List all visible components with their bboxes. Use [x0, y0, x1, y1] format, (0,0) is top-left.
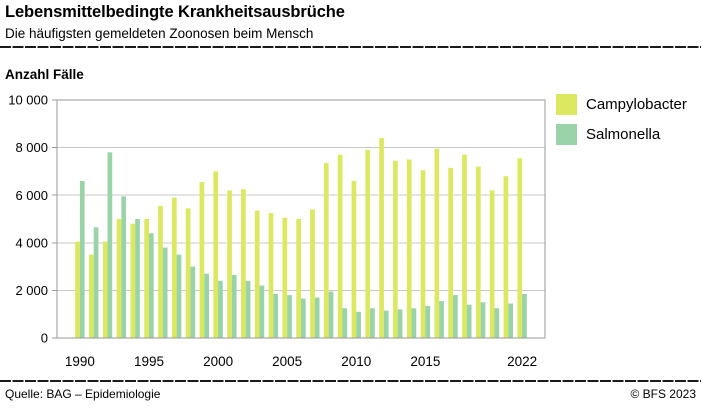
bar-salmonella-2010: [356, 311, 361, 338]
chart-footer: Quelle: BAG – Epidemiologie © BFS 2023: [5, 387, 696, 401]
bar-campylobacter-1999: [199, 182, 205, 338]
bar-campylobacter-2001: [227, 190, 232, 338]
x-axis-label-2000: 2000: [203, 354, 233, 369]
footer-divider: [0, 380, 701, 382]
bar-salmonella-1993: [121, 196, 127, 338]
x-axis-label-2010: 2010: [341, 354, 371, 369]
bar-salmonella-1994: [135, 219, 140, 338]
source-note: Quelle: BAG – Epidemiologie: [5, 387, 161, 401]
bar-campylobacter-1992: [102, 241, 108, 338]
bar-campylobacter-1995: [144, 219, 149, 338]
bar-campylobacter-2003: [254, 210, 260, 338]
bar-campylobacter-1998: [185, 208, 191, 338]
header-divider: [0, 46, 701, 48]
y-axis-label-2000: 2 000: [15, 283, 48, 298]
bar-campylobacter-2012: [379, 138, 384, 338]
salmonella-label: Salmonella: [586, 126, 661, 143]
y-axis-label-10000: 10 000: [8, 93, 48, 108]
x-axis-label-2005: 2005: [272, 354, 302, 369]
bar-salmonella-2022: [522, 293, 527, 338]
y-axis-title: Anzahl Fälle: [5, 67, 84, 82]
bar-campylobacter-2015: [420, 170, 426, 338]
bar-salmonella-2011: [370, 308, 375, 338]
bar-campylobacter-2020: [489, 190, 495, 338]
bar-salmonella-2015: [425, 305, 431, 338]
bar-salmonella-2013: [397, 309, 403, 338]
bar-campylobacter-1993: [116, 219, 122, 338]
campylobacter-swatch: [556, 94, 577, 115]
bar-salmonella-1991: [93, 227, 99, 338]
bar-salmonella-2008: [328, 291, 334, 338]
bar-salmonella-2006: [301, 298, 306, 338]
bar-salmonella-2018: [466, 304, 472, 338]
bar-salmonella-1990: [79, 180, 85, 338]
bar-campylobacter-2006: [296, 219, 301, 338]
bar-salmonella-2005: [287, 295, 292, 338]
bar-campylobacter-2007: [310, 209, 315, 338]
bar-salmonella-2003: [259, 285, 265, 338]
bar-campylobacter-2002: [241, 189, 246, 338]
bar-salmonella-1996: [162, 247, 168, 338]
bar-salmonella-2012: [383, 310, 389, 338]
bar-salmonella-2019: [480, 302, 486, 338]
bar-campylobacter-2004: [268, 213, 274, 338]
campylobacter-label: Campylobacter: [586, 96, 687, 113]
bar-salmonella-1998: [190, 266, 196, 338]
bar-campylobacter-2021: [503, 176, 509, 338]
x-axis-label-1995: 1995: [134, 354, 164, 369]
legend: Campylobacter Salmonella: [556, 94, 687, 145]
bar-salmonella-2001: [231, 274, 237, 338]
bar-campylobacter-2018: [462, 154, 467, 338]
bar-campylobacter-2016: [434, 148, 440, 338]
bar-campylobacter-1996: [158, 205, 163, 338]
bar-salmonella-2002: [245, 280, 251, 338]
bar-campylobacter-1990: [75, 241, 80, 338]
bar-salmonella-1999: [204, 273, 209, 338]
bar-salmonella-2000: [218, 280, 223, 338]
bar-campylobacter-2022: [517, 158, 523, 338]
bar-campylobacter-1997: [171, 197, 177, 338]
bar-salmonella-2016: [439, 301, 444, 338]
bar-campylobacter-2008: [323, 163, 329, 338]
bar-campylobacter-2017: [448, 167, 454, 338]
page-title: Lebensmittelbedingte Krankheitsausbrüche: [5, 3, 345, 21]
bar-salmonella-2020: [494, 308, 500, 338]
salmonella-swatch: [556, 124, 577, 145]
bar-campylobacter-2011: [365, 149, 371, 338]
page-subtitle: Die häufigsten gemeldeten Zoonosen beim …: [5, 26, 314, 42]
y-axis-label-4000: 4 000: [15, 235, 48, 250]
bar-campylobacter-2019: [475, 166, 481, 338]
plot-border: [56, 99, 546, 339]
bar-salmonella-2014: [411, 308, 417, 338]
bar-campylobacter-2000: [213, 171, 219, 338]
bar-salmonella-1995: [148, 233, 154, 338]
y-axis-label-0: 0: [41, 331, 48, 346]
bar-campylobacter-2005: [282, 217, 288, 338]
legend-item-salmonella: Salmonella: [556, 124, 687, 145]
x-axis-label-2022: 2022: [507, 354, 537, 369]
bar-salmonella-2021: [508, 303, 513, 338]
bar-salmonella-2017: [453, 295, 458, 338]
y-axis-label-8000: 8 000: [15, 140, 48, 155]
y-axis-label-6000: 6 000: [15, 188, 48, 203]
bar-salmonella-1992: [107, 152, 113, 338]
bar-campylobacter-1994: [130, 223, 136, 338]
bar-salmonella-2004: [273, 293, 279, 338]
bar-salmonella-2007: [314, 297, 320, 338]
bar-salmonella-1997: [176, 254, 182, 338]
chart-header: Lebensmittelbedingte Krankheitsausbrüche…: [5, 2, 696, 43]
bar-campylobacter-1991: [89, 254, 94, 338]
legend-item-campylobacter: Campylobacter: [556, 94, 687, 115]
bar-campylobacter-2013: [393, 160, 398, 338]
bar-salmonella-2009: [342, 308, 348, 338]
x-axis-label-1990: 1990: [65, 354, 95, 369]
bar-campylobacter-2014: [406, 159, 412, 338]
copyright-note: © BFS 2023: [630, 387, 696, 401]
x-axis-label-2015: 2015: [410, 354, 440, 369]
bar-campylobacter-2010: [351, 180, 357, 338]
bar-campylobacter-2009: [337, 154, 343, 338]
